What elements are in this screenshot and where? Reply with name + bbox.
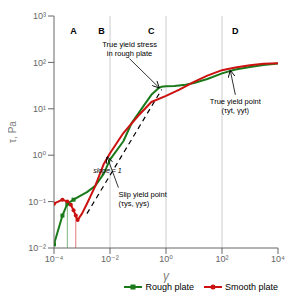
svg-text:10⁻²: 10⁻²	[28, 243, 46, 253]
svg-text:10¹: 10¹	[33, 104, 46, 114]
svg-text:10²: 10²	[215, 254, 228, 264]
svg-text:A: A	[70, 26, 77, 36]
svg-text:10⁴: 10⁴	[271, 254, 285, 264]
svg-text:10⁻⁴: 10⁻⁴	[45, 254, 64, 264]
svg-text:10⁻²: 10⁻²	[101, 254, 119, 264]
html-text:Rough plate: Rough plate	[145, 282, 194, 292]
html-text:Smooth plate: Smooth plate	[225, 282, 278, 292]
svg-text:C: C	[148, 26, 155, 36]
svg-text:slope = 1: slope = 1	[93, 167, 122, 175]
svg-text:γ: γ	[163, 269, 170, 283]
svg-text:True yield point(τyt, γyt): True yield point(τyt, γyt)	[210, 97, 262, 115]
svg-text:D: D	[232, 26, 239, 36]
svg-text:B: B	[98, 26, 105, 36]
svg-text:τ, Pa: τ, Pa	[8, 121, 18, 143]
svg-text:10⁰: 10⁰	[159, 254, 173, 264]
svg-text:10⁻¹: 10⁻¹	[28, 197, 46, 207]
svg-text:10⁰: 10⁰	[32, 150, 46, 160]
svg-text:True yield stressin rough plat: True yield stressin rough plate	[102, 40, 157, 58]
svg-text:10³: 10³	[33, 11, 46, 21]
svg-text:10²: 10²	[33, 58, 46, 68]
svg-text:Slip yield point(τys, γys): Slip yield point(τys, γys)	[118, 190, 167, 208]
